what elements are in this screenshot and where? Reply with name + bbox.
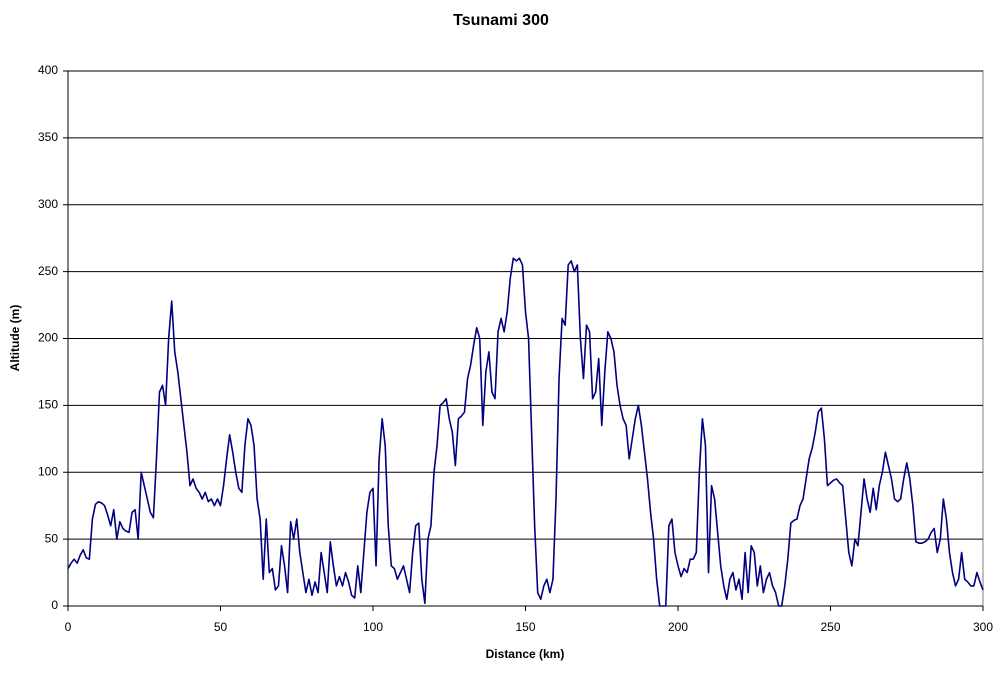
chart-title: Tsunami 300: [453, 12, 549, 29]
line-series: [67, 257, 984, 607]
y-tick-label: 350: [38, 130, 58, 144]
x-tick-label: 250: [820, 620, 840, 634]
y-axis-label: Altitude (m): [8, 305, 22, 372]
x-tick-label: 0: [65, 620, 72, 634]
y-tick-label: 100: [38, 464, 58, 478]
y-tick-label: 250: [38, 264, 58, 278]
y-tick-label: 0: [51, 598, 58, 612]
x-tick-label: 50: [214, 620, 228, 634]
x-tick-label: 100: [363, 620, 383, 634]
x-tick-label: 300: [973, 620, 993, 634]
y-tick-label: 300: [38, 197, 58, 211]
y-tick-label: 150: [38, 398, 58, 412]
y-tick-label: 50: [45, 531, 59, 545]
y-tick-label: 200: [38, 331, 58, 345]
y-tick-label: 400: [38, 63, 58, 77]
x-tick-label: 200: [668, 620, 688, 634]
x-tick-label: 150: [515, 620, 535, 634]
x-axis-label: Distance (km): [486, 647, 565, 661]
